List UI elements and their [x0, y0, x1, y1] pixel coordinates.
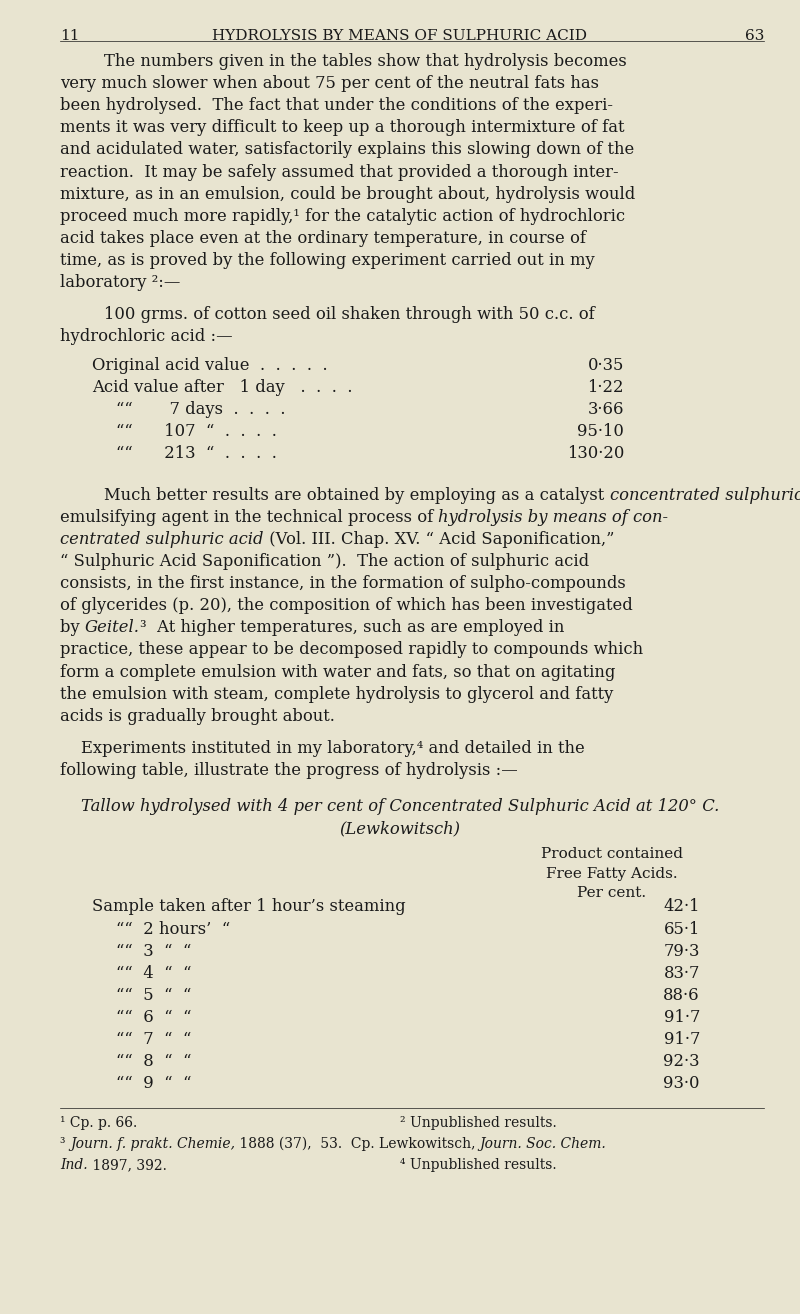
Text: centrated sulphuric acid: centrated sulphuric acid	[60, 531, 263, 548]
Text: ³  At higher temperatures, such as are employed in: ³ At higher temperatures, such as are em…	[140, 619, 564, 636]
Text: 1888 (37),  53.  Cp. Lewkowitsch,: 1888 (37), 53. Cp. Lewkowitsch,	[235, 1137, 480, 1151]
Text: ““      107  “  .  .  .  .: ““ 107 “ . . . .	[116, 423, 277, 440]
Text: 100 grms. of cotton seed oil shaken through with 50 c.c. of: 100 grms. of cotton seed oil shaken thro…	[104, 306, 594, 323]
Text: acids is gradually brought about.: acids is gradually brought about.	[60, 708, 335, 725]
Text: 42·1: 42·1	[663, 899, 700, 916]
Text: 0·35: 0·35	[588, 356, 624, 373]
Text: HYDROLYSIS BY MEANS OF SULPHURIC ACID: HYDROLYSIS BY MEANS OF SULPHURIC ACID	[213, 29, 587, 43]
Text: ““  2 hours’  “: ““ 2 hours’ “	[116, 921, 230, 937]
Text: Journ. f. prakt. Chemie,: Journ. f. prakt. Chemie,	[70, 1137, 235, 1151]
Text: Much better results are obtained by employing as a catalyst: Much better results are obtained by empl…	[104, 487, 610, 505]
Text: ² Unpublished results.: ² Unpublished results.	[400, 1116, 557, 1130]
Text: ““       7 days  .  .  .  .: ““ 7 days . . . .	[116, 401, 286, 418]
Text: (Vol. III. Chap. XV. “ Acid Saponification,”: (Vol. III. Chap. XV. “ Acid Saponificati…	[263, 531, 614, 548]
Text: laboratory ²:—: laboratory ²:—	[60, 273, 180, 290]
Text: Original acid value  .  .  .  .  .: Original acid value . . . . .	[92, 356, 328, 373]
Text: consists, in the first instance, in the formation of sulpho-compounds: consists, in the first instance, in the …	[60, 576, 626, 593]
Text: 1897, 392.: 1897, 392.	[88, 1158, 166, 1172]
Text: following table, illustrate the progress of hydrolysis :—: following table, illustrate the progress…	[60, 762, 518, 779]
Text: ³: ³	[60, 1137, 70, 1151]
Text: ““  4  “  “: ““ 4 “ “	[116, 964, 191, 982]
Text: by: by	[60, 619, 85, 636]
Text: mixture, as in an emulsion, could be brought about, hydrolysis would: mixture, as in an emulsion, could be bro…	[60, 185, 635, 202]
Text: hydrolysis by means of con-: hydrolysis by means of con-	[438, 509, 669, 526]
Text: 83·7: 83·7	[664, 964, 700, 982]
Text: ““  5  “  “: ““ 5 “ “	[116, 987, 191, 1004]
Text: ⁴ Unpublished results.: ⁴ Unpublished results.	[400, 1158, 557, 1172]
Text: ““  6  “  “: ““ 6 “ “	[116, 1009, 191, 1026]
Text: ““  7  “  “: ““ 7 “ “	[116, 1031, 191, 1047]
Text: hydrochloric acid :—: hydrochloric acid :—	[60, 328, 233, 346]
Text: been hydrolysed.  The fact that under the conditions of the experi-: been hydrolysed. The fact that under the…	[60, 97, 613, 114]
Text: 130·20: 130·20	[566, 445, 624, 463]
Text: of glycerides (p. 20), the composition of which has been investigated: of glycerides (p. 20), the composition o…	[60, 598, 633, 615]
Text: acid takes place even at the ordinary temperature, in course of: acid takes place even at the ordinary te…	[60, 230, 586, 247]
Text: ““  9  “  “: ““ 9 “ “	[116, 1075, 191, 1092]
Text: proceed much more rapidly,¹ for the catalytic action of hydrochloric: proceed much more rapidly,¹ for the cata…	[60, 208, 625, 225]
Text: ““  8  “  “: ““ 8 “ “	[116, 1053, 191, 1070]
Text: 88·6: 88·6	[663, 987, 700, 1004]
Text: Free Fatty Acids.: Free Fatty Acids.	[546, 867, 678, 880]
Text: ¹ Cp. p. 66.: ¹ Cp. p. 66.	[60, 1116, 138, 1130]
Text: very much slower when about 75 per cent of the neutral fats has: very much slower when about 75 per cent …	[60, 75, 599, 92]
Text: 92·3: 92·3	[663, 1053, 700, 1070]
Text: Geitel.: Geitel.	[85, 619, 140, 636]
Text: the emulsion with steam, complete hydrolysis to glycerol and fatty: the emulsion with steam, complete hydrol…	[60, 686, 614, 703]
Text: ““      213  “  .  .  .  .: ““ 213 “ . . . .	[116, 445, 277, 463]
Text: 93·0: 93·0	[663, 1075, 700, 1092]
Text: 91·7: 91·7	[664, 1031, 700, 1047]
Text: 1·22: 1·22	[587, 378, 624, 396]
Text: concentrated sulphuric acid,: concentrated sulphuric acid,	[610, 487, 800, 505]
Text: 65·1: 65·1	[664, 921, 700, 937]
Text: 11: 11	[60, 29, 79, 43]
Text: Journ. Soc. Chem.: Journ. Soc. Chem.	[480, 1137, 606, 1151]
Text: ments it was very difficult to keep up a thorough intermixture of fat: ments it was very difficult to keep up a…	[60, 120, 625, 137]
Text: practice, these appear to be decomposed rapidly to compounds which: practice, these appear to be decomposed …	[60, 641, 643, 658]
Text: The numbers given in the tables show that hydrolysis becomes: The numbers given in the tables show tha…	[104, 53, 626, 70]
Text: Experiments instituted in my laboratory,⁴ and detailed in the: Experiments instituted in my laboratory,…	[60, 740, 585, 757]
Text: emulsifying agent in the technical process of: emulsifying agent in the technical proce…	[60, 509, 438, 526]
Text: 91·7: 91·7	[664, 1009, 700, 1026]
Text: “ Sulphuric Acid Saponification ”).  The action of sulphuric acid: “ Sulphuric Acid Saponification ”). The …	[60, 553, 589, 570]
Text: Per cent.: Per cent.	[578, 887, 646, 900]
Text: form a complete emulsion with water and fats, so that on agitating: form a complete emulsion with water and …	[60, 664, 615, 681]
Text: Ind.: Ind.	[60, 1158, 88, 1172]
Text: Tallow hydrolysed with 4 per cent of Concentrated Sulphuric Acid at 120° C.: Tallow hydrolysed with 4 per cent of Con…	[81, 798, 719, 815]
Text: and acidulated water, satisfactorily explains this slowing down of the: and acidulated water, satisfactorily exp…	[60, 142, 634, 159]
Text: 3·66: 3·66	[587, 401, 624, 418]
Text: (Lewkowitsch): (Lewkowitsch)	[339, 820, 461, 837]
Text: time, as is proved by the following experiment carried out in my: time, as is proved by the following expe…	[60, 252, 594, 269]
Text: Product contained: Product contained	[541, 848, 683, 862]
Text: reaction.  It may be safely assumed that provided a thorough inter-: reaction. It may be safely assumed that …	[60, 163, 618, 180]
Text: 79·3: 79·3	[664, 942, 700, 959]
Text: 63: 63	[745, 29, 764, 43]
Text: Sample taken after 1 hour’s steaming: Sample taken after 1 hour’s steaming	[92, 899, 406, 916]
Text: 95·10: 95·10	[577, 423, 624, 440]
Text: Acid value after   1 day   .  .  .  .: Acid value after 1 day . . . .	[92, 378, 353, 396]
Text: ““  3  “  “: ““ 3 “ “	[116, 942, 191, 959]
